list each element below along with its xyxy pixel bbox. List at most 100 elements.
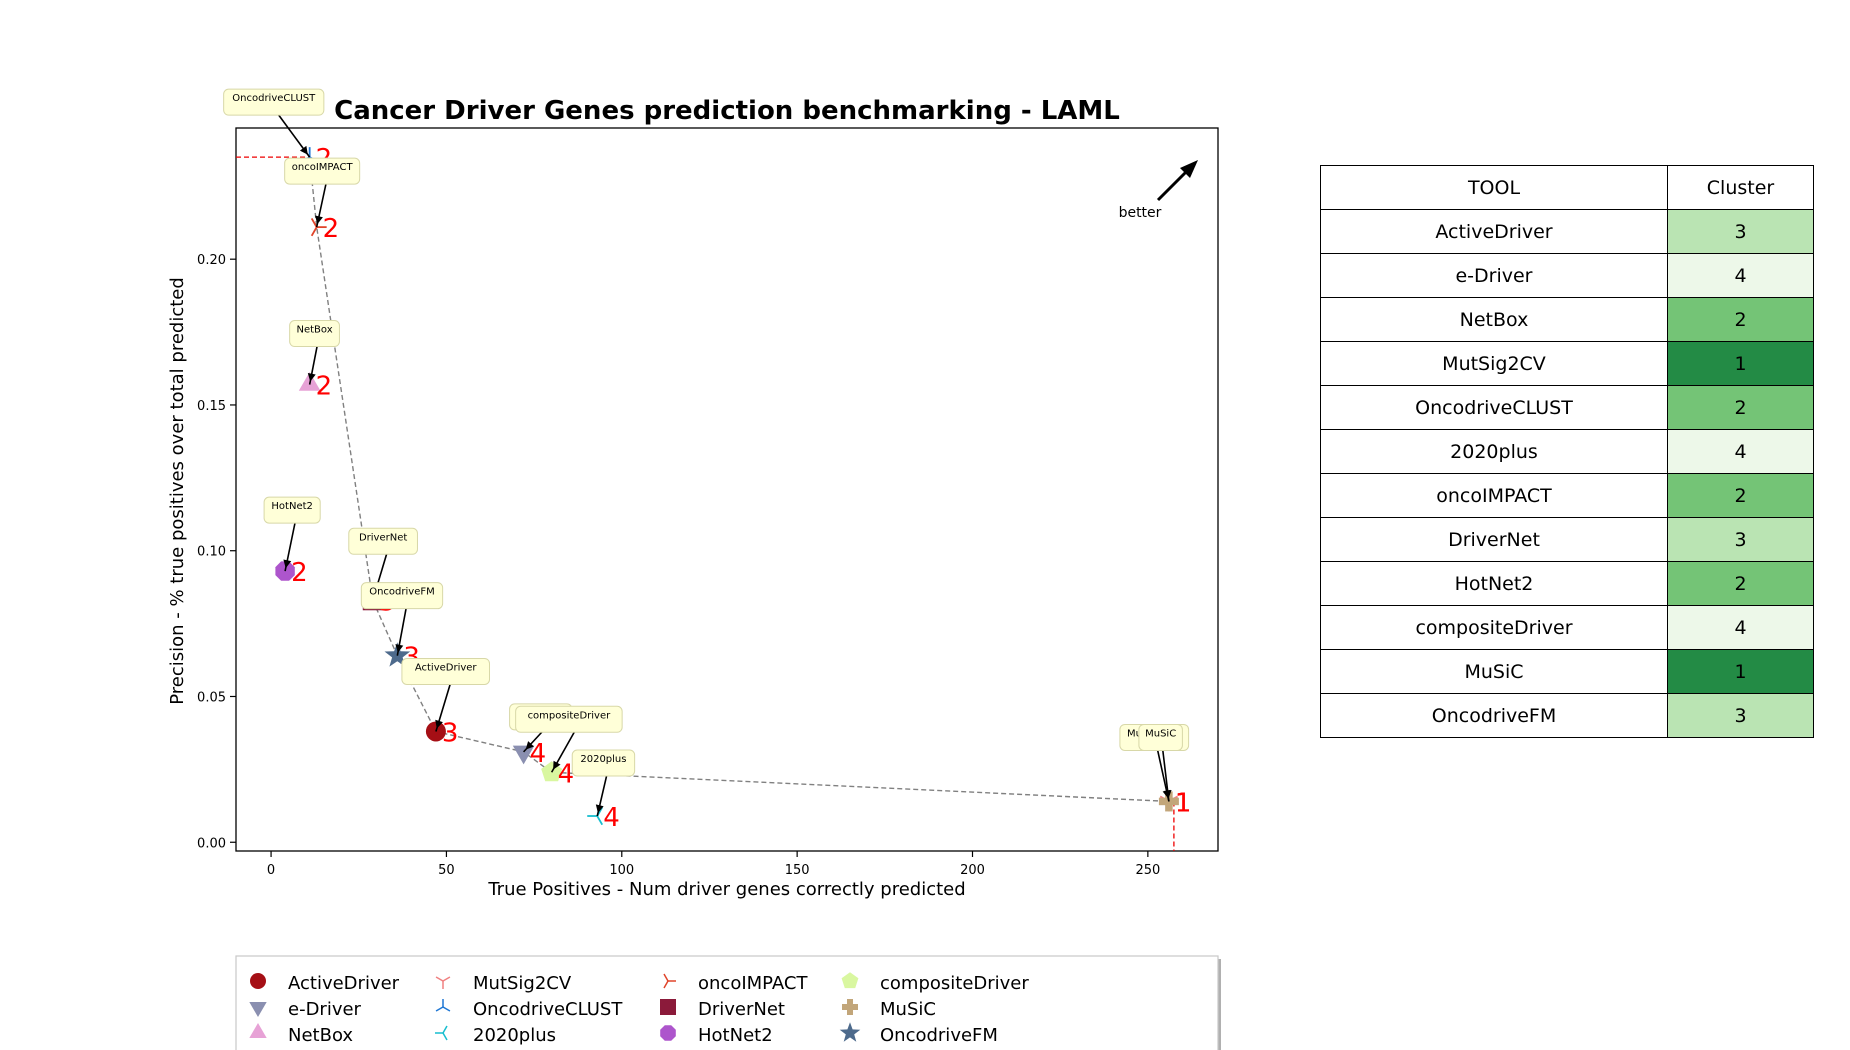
callout-arrow-head [1163, 790, 1172, 799]
table-row: oncoIMPACT 2 [1320, 473, 1814, 518]
cluster-cell: 3 [1667, 517, 1814, 562]
y-tick-label: 0.00 [197, 836, 226, 851]
legend-marker-oncoimpact [663, 973, 676, 989]
better-arrow-shaft [1156, 168, 1190, 202]
y-tick-label: 0.15 [197, 399, 226, 414]
header-tool: TOOL [1320, 165, 1668, 210]
pareto-front-line [308, 157, 1169, 803]
callout-oncodriveclust: OncodriveCLUST [223, 88, 325, 158]
callout-arrow-head [299, 145, 308, 155]
point-oncoimpact [310, 217, 327, 237]
x-tick-label: 200 [960, 863, 985, 878]
callout-box [515, 705, 623, 733]
legend-label: OncodriveFM [880, 1025, 998, 1046]
legend-label: NetBox [288, 1025, 353, 1046]
y-axis-label: Precision - % true positives over total … [167, 277, 188, 705]
legend-marker-netbox [249, 1023, 267, 1038]
table-row: OncodriveFM 3 [1320, 693, 1814, 738]
legend-label: oncoIMPACT [698, 973, 808, 994]
legend-marker-activedriver [250, 973, 266, 989]
cluster-cell: 3 [1667, 693, 1814, 738]
better-arrow-head [1180, 160, 1198, 178]
legend-marker-oncodrivefm [839, 1022, 861, 1042]
cluster-cell: 3 [1667, 209, 1814, 254]
callout-label: MuSiC [1145, 728, 1176, 739]
better-label: better [1119, 205, 1162, 221]
x-axis-label: True Positives - Num driver genes correc… [487, 879, 965, 900]
cluster-label: 2 [323, 214, 340, 244]
legend-marker-drivernet [660, 999, 676, 1015]
legend-box [235, 955, 1219, 1050]
cluster-cell: 2 [1667, 297, 1814, 342]
table-row: MutSig2CV 1 [1320, 341, 1814, 386]
x-tick-label: 150 [785, 863, 810, 878]
y-tick-label: 0.10 [197, 545, 226, 560]
tool-cell: OncodriveFM [1320, 693, 1668, 738]
legend-marker-mutsig2cv [435, 976, 451, 989]
callout-arrow-head [395, 644, 404, 653]
cluster-label: 3 [442, 718, 459, 748]
tool-cell: compositeDriver [1320, 605, 1668, 650]
legend-label: compositeDriver [880, 973, 1029, 994]
callout-music: MuSiC [1138, 723, 1183, 802]
table-row: e-Driver 4 [1320, 253, 1814, 298]
legend-label: ActiveDriver [288, 973, 400, 994]
cluster-label: 1 [1175, 788, 1192, 818]
legend-marker-e-driver [249, 1002, 267, 1017]
header-cluster: Cluster [1667, 165, 1814, 210]
callout-arrow-head [307, 372, 316, 382]
callout-netbox: NetBox [289, 320, 340, 385]
callout-arrow-head [595, 804, 604, 814]
callout-box [348, 527, 418, 555]
tool-cell: oncoIMPACT [1320, 473, 1668, 518]
cluster-cell: 2 [1667, 473, 1814, 518]
cluster-cell: 4 [1667, 429, 1814, 474]
data-points: 342124232413 [275, 144, 1191, 833]
table-row: OncodriveCLUST 2 [1320, 385, 1814, 430]
callout-label: HotNet2 [271, 501, 312, 512]
callout-label: DriverNet [359, 532, 407, 543]
legend-marker-oncodriveclust [435, 999, 451, 1012]
legend-marker-hotnet2 [660, 1025, 676, 1041]
callout-hotnet2: HotNet2 [263, 496, 321, 572]
legend-label: DriverNet [698, 999, 785, 1020]
callout-label: ActiveDriver [415, 662, 478, 673]
x-tick-label: 100 [609, 863, 634, 878]
legend-label: 2020plus [473, 1025, 556, 1046]
callout-oncodrivefm: OncodriveFM [360, 582, 444, 656]
callout-oncoimpact: oncoIMPACT [284, 157, 361, 228]
cluster-cell: 2 [1667, 385, 1814, 430]
callout-label: OncodriveFM [369, 587, 435, 598]
table-body: ActiveDriver 3 e-Driver 4 NetBox 2 MutSig2CV 1 O… [1320, 209, 1814, 738]
cluster-label: 4 [603, 803, 620, 833]
callout-label: compositeDriver [528, 710, 612, 721]
x-tick-label: 50 [438, 863, 455, 878]
callout-box [401, 657, 491, 685]
table-row: NetBox 2 [1320, 297, 1814, 342]
callout-arrow-head [315, 215, 323, 225]
table-row: DriverNet 3 [1320, 517, 1814, 562]
tool-cell: OncodriveCLUST [1320, 385, 1668, 430]
callout-box [360, 582, 444, 610]
tool-cell: ActiveDriver [1320, 209, 1668, 254]
callout-arrow-head [435, 719, 443, 729]
legend-marker-2020plus [435, 1025, 448, 1041]
cluster-cell: 2 [1667, 561, 1814, 606]
cluster-cell: 1 [1667, 341, 1814, 386]
callout-arrow-head [283, 559, 292, 569]
callout-box [571, 749, 636, 777]
tool-cell: DriverNet [1320, 517, 1668, 562]
callout-arrow-head [553, 760, 561, 770]
table-row: MuSiC 1 [1320, 649, 1814, 694]
table-row: compositeDriver 4 [1320, 605, 1814, 650]
plot-frame [235, 127, 1219, 852]
tool-cell: e-Driver [1320, 253, 1668, 298]
callout-2020plus: 2020plus [571, 749, 636, 817]
callout-activedriver: ActiveDriver [401, 657, 491, 732]
x-tick-label: 250 [1135, 863, 1160, 878]
table-row: ActiveDriver 3 [1320, 209, 1814, 254]
table-row: HotNet2 2 [1320, 561, 1814, 606]
data-callouts: ActiveDrivere-DriverNetBoxMutSig2CVOncod… [223, 88, 1190, 817]
callout-box [263, 496, 321, 524]
